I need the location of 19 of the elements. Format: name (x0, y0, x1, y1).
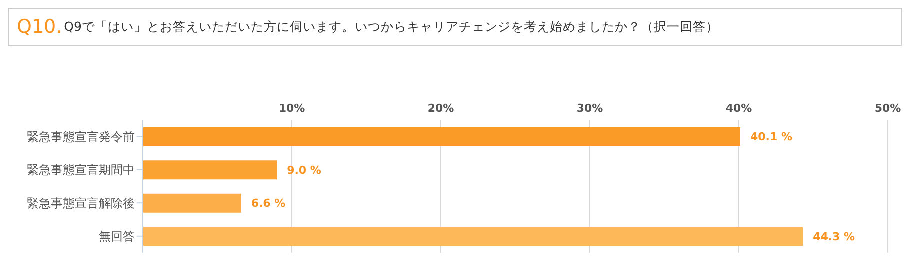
x-tick-label: 50% (874, 102, 902, 115)
y-tick-label: 緊急事態宣言期間中 (27, 163, 135, 178)
data-label: 44.3 % (813, 230, 856, 244)
y-tick-label: 緊急事態宣言解除後 (27, 196, 135, 210)
data-label: 6.6 % (251, 197, 286, 210)
chart-subtitle: Q9で「はい」とお答えいただいた方に伺います。いつからキャリアチェンジを考え始めましたか？（択一回答） (64, 18, 719, 36)
data-label: 9.0 % (287, 164, 322, 177)
x-tick-label: 40% (726, 102, 752, 115)
y-tick-label: 無回答 (99, 230, 135, 244)
bar (143, 127, 740, 146)
x-tick-label: 30% (576, 102, 604, 115)
bar (143, 227, 804, 246)
bar (143, 160, 278, 180)
bar (143, 194, 242, 213)
data-label: 40.1 % (750, 130, 792, 144)
x-tick-label: 20% (428, 102, 454, 115)
y-tick-label: 緊急事態宣言発令前 (27, 130, 135, 144)
chart-title: Q10. (17, 16, 62, 38)
x-tick-label: 10% (278, 102, 306, 115)
